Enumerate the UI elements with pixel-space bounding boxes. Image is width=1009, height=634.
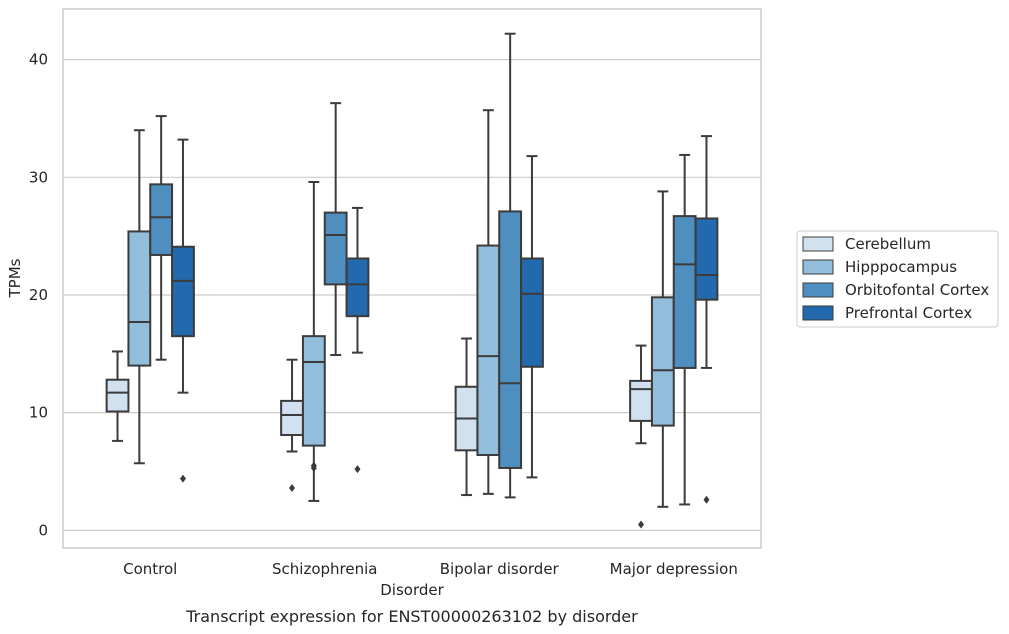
outlier-point — [310, 461, 317, 470]
y-tick-label: 0 — [38, 521, 48, 539]
box-iqr — [301, 335, 326, 447]
box-iqr — [171, 245, 195, 338]
x-tick-label: Bipolar disorder — [440, 560, 560, 578]
box-0-0 — [105, 350, 130, 442]
outlier-point — [179, 474, 186, 483]
box-3-0 — [171, 138, 195, 483]
box-1-2 — [476, 109, 501, 495]
box-iqr — [520, 257, 544, 368]
y-axis-title: TPMs — [6, 258, 24, 298]
x-tick-label: Major depression — [610, 560, 738, 578]
box-iqr — [127, 230, 152, 367]
x-tick-label: Control — [123, 560, 177, 578]
y-tick-label: 20 — [29, 286, 48, 304]
y-tick-label: 40 — [29, 51, 48, 69]
outlier-point — [354, 465, 361, 474]
y-axis-ticks: 0 10 20 30 40 — [29, 51, 48, 540]
box-iqr — [323, 211, 348, 286]
chart-caption: Transcript expression for ENST0000026310… — [185, 607, 638, 626]
box-iqr — [476, 244, 501, 457]
box-3-2 — [520, 155, 544, 479]
legend-label: Prefrontal Cortex — [845, 304, 972, 322]
y-tick-label: 10 — [29, 404, 48, 422]
box-2-1 — [323, 102, 348, 356]
legend-swatch — [802, 236, 834, 252]
box-0-1 — [280, 358, 304, 492]
x-tick-label: Schizophrenia — [272, 560, 377, 578]
legend-label: Hipppocampus — [845, 258, 957, 276]
box-iqr — [280, 399, 304, 437]
plot-background — [63, 9, 761, 548]
box-0-3 — [629, 344, 653, 529]
box-3-1 — [345, 206, 370, 474]
box-iqr — [345, 257, 370, 318]
legend-frame — [796, 230, 999, 328]
box-iqr — [105, 378, 130, 413]
legend-swatch — [802, 282, 834, 298]
plot-frame — [62, 8, 762, 549]
outlier-point — [638, 520, 645, 529]
box-layer — [105, 32, 719, 529]
box-2-0 — [149, 115, 174, 361]
legend-label: Orbitofontal Cortex — [845, 281, 989, 299]
legend-swatch — [802, 259, 834, 275]
box-3-3 — [694, 135, 719, 504]
x-axis-title: Disorder — [380, 581, 444, 599]
legend-swatch — [802, 305, 834, 321]
box-iqr — [149, 183, 174, 256]
box-iqr — [672, 215, 697, 369]
y-tick-label: 30 — [29, 168, 48, 186]
legend-label: Cerebellum — [845, 235, 931, 253]
box-iqr — [650, 296, 675, 427]
box-2-3 — [672, 153, 697, 506]
box-1-0 — [127, 129, 152, 465]
box-iqr — [498, 210, 523, 469]
box-iqr — [694, 217, 719, 301]
x-axis-ticks: Control Schizophrenia Bipolar disorder Majo… — [123, 560, 738, 578]
outlier-point — [703, 495, 710, 504]
outlier-point — [289, 483, 296, 492]
legend: Cerebellum Hipppocampus Orbitofontal Corte… — [796, 230, 999, 328]
box-1-1 — [301, 180, 326, 502]
box-iqr — [629, 379, 653, 422]
